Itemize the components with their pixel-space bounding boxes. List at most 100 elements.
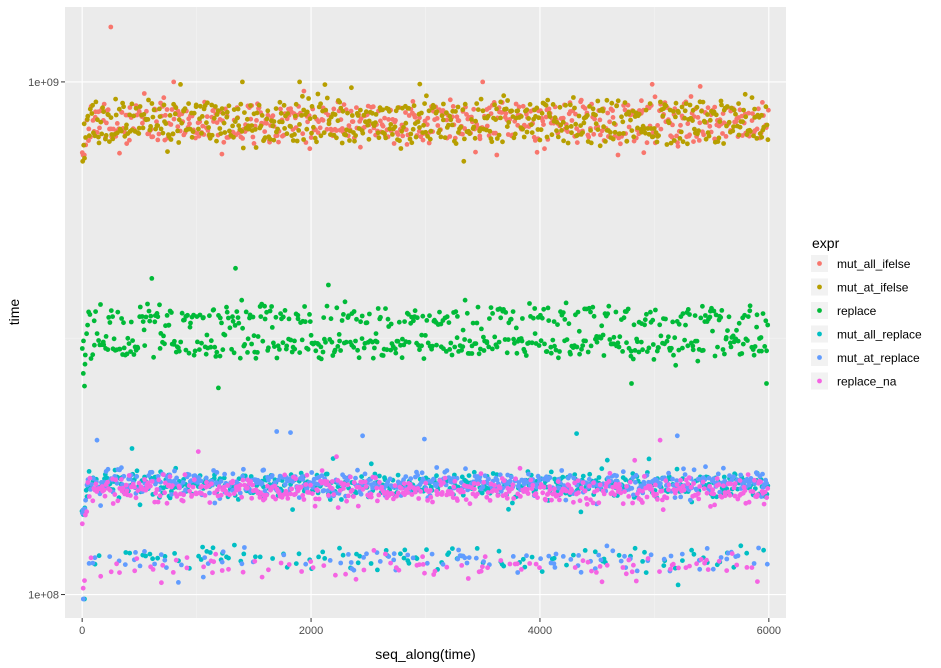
data-point bbox=[224, 114, 230, 120]
data-point bbox=[236, 486, 242, 492]
data-point bbox=[594, 570, 599, 575]
data-point bbox=[600, 108, 606, 114]
data-point bbox=[241, 466, 246, 472]
data-point bbox=[200, 544, 206, 550]
data-point bbox=[663, 316, 668, 322]
data-point bbox=[597, 482, 603, 488]
data-point bbox=[344, 498, 349, 504]
data-point bbox=[198, 103, 203, 109]
data-point bbox=[315, 91, 321, 97]
data-point bbox=[196, 553, 202, 559]
data-point bbox=[626, 111, 632, 117]
data-point bbox=[209, 102, 215, 108]
outlier-point bbox=[360, 433, 365, 439]
legend-label: replace bbox=[837, 304, 877, 318]
data-point bbox=[687, 563, 692, 569]
data-point bbox=[641, 474, 647, 479]
data-point bbox=[107, 320, 113, 325]
data-point bbox=[366, 118, 372, 124]
data-point bbox=[505, 98, 510, 103]
data-point bbox=[115, 309, 121, 315]
data-point bbox=[596, 500, 602, 506]
data-point bbox=[250, 134, 256, 140]
data-point bbox=[618, 141, 623, 147]
data-point bbox=[587, 104, 592, 109]
x-axis: 0 2000 4000 6000 bbox=[79, 618, 781, 637]
series-mut_at_ifelse bbox=[80, 79, 771, 164]
outlier-point bbox=[94, 437, 100, 443]
data-point bbox=[213, 551, 219, 557]
data-point bbox=[715, 139, 721, 145]
data-point bbox=[593, 121, 599, 127]
data-point bbox=[541, 122, 546, 127]
data-point bbox=[310, 565, 316, 570]
data-point bbox=[170, 570, 176, 575]
data-point bbox=[670, 319, 676, 325]
data-point bbox=[372, 345, 377, 351]
data-point bbox=[604, 97, 610, 103]
data-point bbox=[374, 339, 380, 345]
data-point bbox=[554, 128, 559, 134]
data-point bbox=[649, 487, 655, 492]
data-point bbox=[624, 340, 629, 346]
data-point bbox=[278, 110, 284, 116]
data-point bbox=[490, 471, 496, 476]
data-point bbox=[620, 349, 625, 354]
data-point bbox=[220, 111, 226, 116]
data-point bbox=[485, 490, 491, 495]
data-point bbox=[337, 545, 342, 551]
data-point bbox=[462, 555, 468, 561]
data-point bbox=[691, 481, 696, 486]
data-point bbox=[159, 580, 164, 586]
data-point bbox=[731, 485, 737, 491]
data-point bbox=[153, 490, 159, 496]
data-point bbox=[179, 562, 184, 568]
data-point bbox=[368, 494, 374, 500]
data-point bbox=[88, 555, 94, 561]
data-point bbox=[588, 343, 594, 349]
data-point bbox=[756, 106, 761, 112]
data-point bbox=[202, 493, 208, 498]
data-point bbox=[297, 350, 303, 355]
data-point bbox=[160, 472, 166, 477]
data-point bbox=[81, 338, 86, 344]
data-point bbox=[714, 476, 720, 481]
data-point bbox=[455, 498, 460, 503]
data-point bbox=[510, 309, 516, 314]
data-point bbox=[356, 484, 362, 490]
outlier-point bbox=[80, 371, 86, 376]
data-point bbox=[382, 115, 387, 121]
data-point bbox=[142, 343, 148, 348]
data-point bbox=[240, 474, 246, 479]
data-point bbox=[391, 141, 397, 146]
legend-key bbox=[817, 308, 822, 313]
data-point bbox=[408, 476, 414, 481]
data-point bbox=[575, 478, 581, 483]
data-point bbox=[335, 344, 341, 349]
data-point bbox=[534, 149, 540, 155]
data-point bbox=[757, 131, 763, 137]
data-point bbox=[162, 480, 168, 486]
data-point bbox=[392, 346, 398, 352]
data-point bbox=[642, 549, 647, 555]
data-point bbox=[102, 493, 108, 499]
data-point bbox=[583, 338, 588, 344]
data-point bbox=[681, 466, 686, 472]
data-point bbox=[339, 497, 344, 502]
data-point bbox=[761, 547, 766, 553]
data-point bbox=[204, 114, 210, 119]
data-point bbox=[192, 348, 198, 354]
data-point bbox=[378, 314, 383, 320]
data-point bbox=[638, 339, 644, 345]
data-point bbox=[636, 111, 642, 117]
outlier-point bbox=[697, 84, 703, 89]
data-point bbox=[123, 550, 129, 555]
data-point bbox=[608, 130, 613, 135]
data-point bbox=[320, 349, 326, 355]
data-point bbox=[127, 112, 133, 118]
data-point bbox=[185, 312, 190, 318]
legend: expr mut_all_ifelsemut_at_ifelsereplacem… bbox=[811, 235, 922, 390]
data-point bbox=[591, 480, 596, 486]
data-point bbox=[578, 97, 584, 103]
data-point bbox=[561, 138, 566, 144]
